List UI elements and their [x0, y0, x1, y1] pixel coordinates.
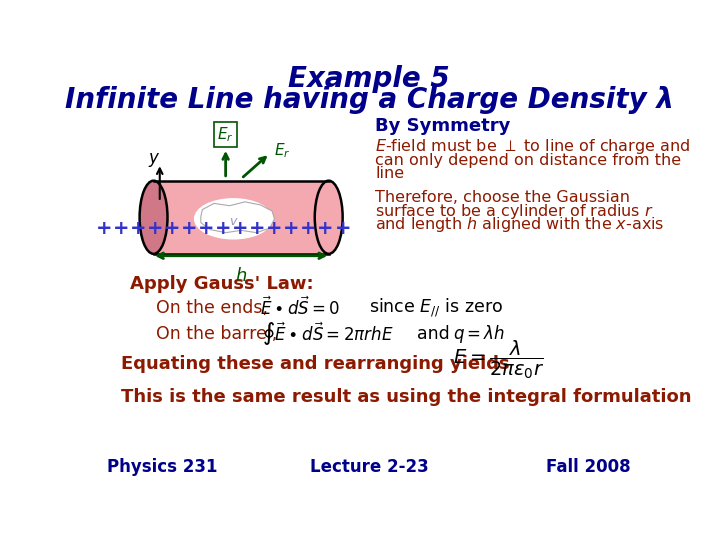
Text: $E = \dfrac{\lambda}{2\pi\varepsilon_0 r}$: $E = \dfrac{\lambda}{2\pi\varepsilon_0 r…	[453, 339, 544, 381]
Text: since $E_{//}$ is zero: since $E_{//}$ is zero	[369, 297, 503, 320]
Text: +: +	[266, 219, 283, 238]
Text: Physics 231: Physics 231	[107, 458, 217, 476]
Text: $E_r$: $E_r$	[217, 125, 234, 144]
Text: +: +	[181, 219, 197, 238]
Text: Therefore, choose the Gaussian: Therefore, choose the Gaussian	[375, 190, 630, 205]
Polygon shape	[201, 202, 274, 233]
Text: $y$: $y$	[148, 151, 161, 169]
Text: +: +	[198, 219, 215, 238]
Text: +: +	[147, 219, 163, 238]
Text: +: +	[334, 219, 351, 238]
Ellipse shape	[140, 181, 168, 254]
Bar	[153, 181, 329, 254]
Text: By Symmetry: By Symmetry	[375, 117, 510, 136]
Text: Infinite Line having a Charge Density λ: Infinite Line having a Charge Density λ	[65, 86, 673, 114]
Text: Fall 2008: Fall 2008	[546, 458, 631, 476]
Text: $\vec{E} \bullet d\vec{S} = 0$: $\vec{E} \bullet d\vec{S} = 0$	[261, 297, 341, 319]
Ellipse shape	[194, 199, 272, 239]
Text: +: +	[164, 219, 181, 238]
Text: surface to be a cylinder of radius $r$: surface to be a cylinder of radius $r$	[375, 201, 654, 221]
Text: $q = \lambda h$: $q = \lambda h$	[453, 323, 505, 345]
Text: +: +	[130, 219, 146, 238]
Text: Example 5: Example 5	[288, 65, 450, 93]
Text: $E_r$: $E_r$	[274, 141, 291, 160]
Text: +: +	[318, 219, 334, 238]
Text: line: line	[375, 166, 405, 181]
Text: On the barrel,: On the barrel,	[156, 325, 277, 343]
Text: $\oint \vec{E} \bullet d\vec{S} = 2\pi r h E$: $\oint \vec{E} \bullet d\vec{S} = 2\pi r…	[262, 321, 394, 348]
Text: $E$-field must be $\perp$ to line of charge and: $E$-field must be $\perp$ to line of cha…	[375, 137, 690, 156]
Text: Apply Gauss' Law:: Apply Gauss' Law:	[130, 275, 314, 293]
Text: and length $h$ aligned with the $x$-axis: and length $h$ aligned with the $x$-axis	[375, 215, 665, 234]
Text: +: +	[96, 219, 112, 238]
Text: This is the same result as using the integral formulation: This is the same result as using the int…	[121, 388, 691, 407]
Text: can only depend on distance from the: can only depend on distance from the	[375, 153, 681, 168]
Text: Lecture 2-23: Lecture 2-23	[310, 458, 428, 476]
Text: On the ends,: On the ends,	[156, 299, 268, 317]
Text: +: +	[283, 219, 300, 238]
Text: $h$: $h$	[235, 267, 247, 285]
Text: +: +	[249, 219, 266, 238]
Text: +: +	[113, 219, 130, 238]
Text: +: +	[300, 219, 317, 238]
Text: $v$: $v$	[230, 215, 239, 228]
Text: and: and	[417, 325, 450, 343]
Ellipse shape	[315, 181, 343, 254]
Text: +: +	[232, 219, 248, 238]
Text: +: +	[215, 219, 232, 238]
Text: Equating these and rearranging yields: Equating these and rearranging yields	[121, 355, 510, 373]
